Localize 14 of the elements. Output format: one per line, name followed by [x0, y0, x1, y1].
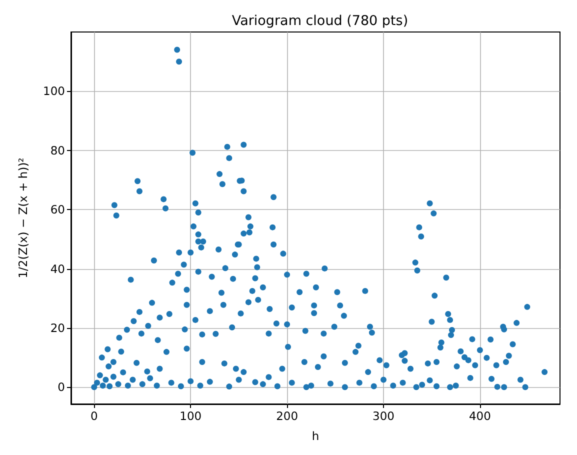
x-tick-label: 0	[90, 409, 98, 423]
x-tick-label: 400	[468, 409, 491, 423]
y-tick-label: 80	[50, 143, 65, 158]
x-tick-label: 100	[180, 409, 202, 423]
y-tick-label: 0	[58, 380, 65, 394]
x-tick-label: 300	[372, 409, 394, 423]
x-tick-label: 200	[276, 409, 298, 423]
x-axis-title: h	[312, 429, 320, 443]
chart-title: Variogram cloud (780 pts)	[232, 13, 408, 29]
y-axis-title: 1/2(Z(x) − Z(x + h))²	[16, 158, 30, 278]
y-tick-label: 20	[50, 320, 65, 335]
y-tick-label: 100	[43, 84, 65, 98]
y-tick-label: 60	[50, 202, 65, 217]
y-tick-label: 40	[50, 262, 65, 276]
